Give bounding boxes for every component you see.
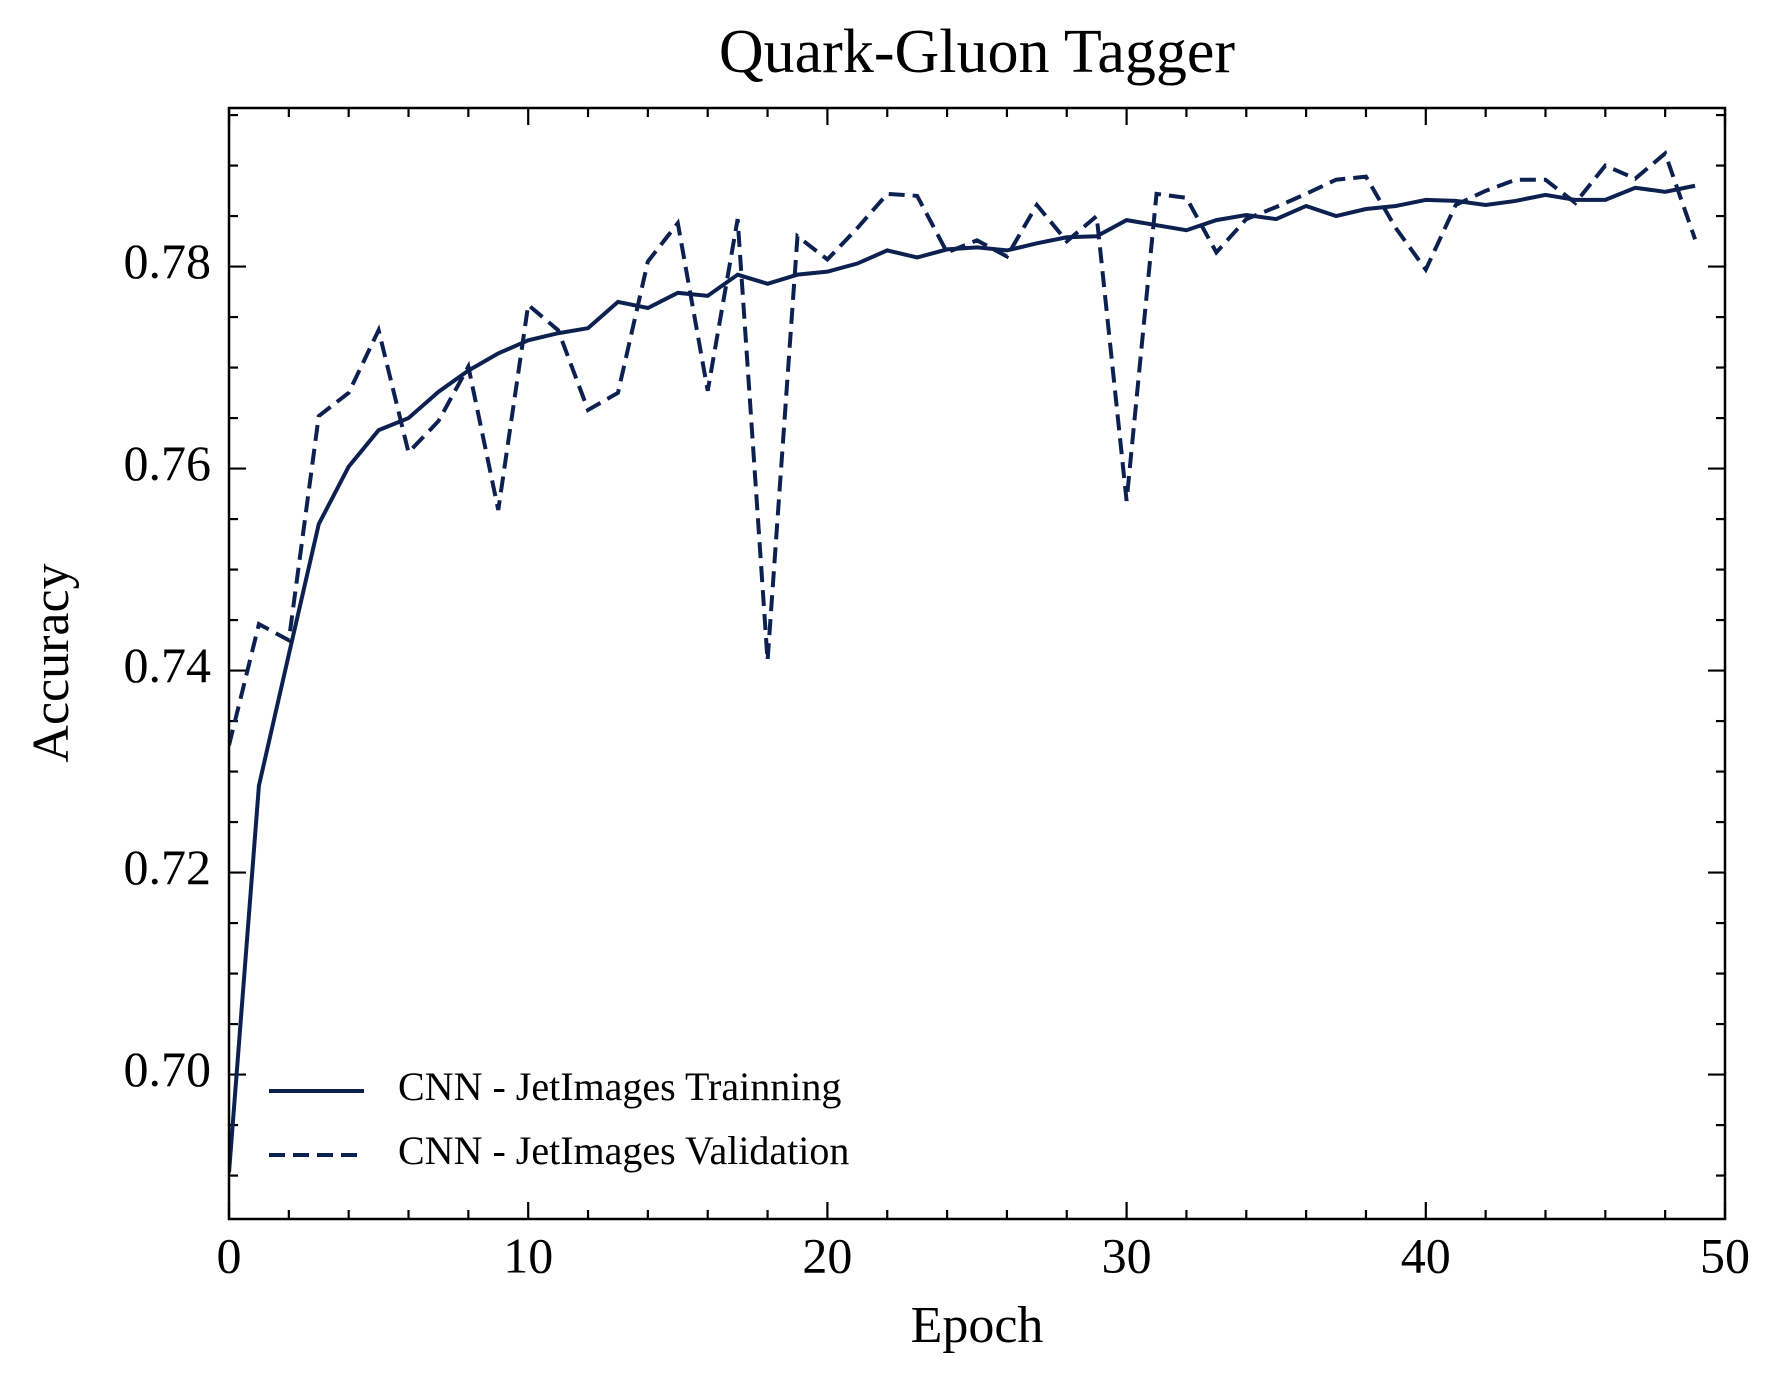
y-tick-label: 0.72 [124,839,212,895]
x-tick-label: 50 [1700,1227,1750,1283]
plot-frame [227,106,1727,1221]
series-line [229,150,1697,746]
x-tick-label: 30 [1102,1227,1152,1283]
x-tick-label: 0 [217,1227,242,1283]
x-axis-label: Epoch [911,1297,1044,1354]
x-tick-label: 10 [503,1227,553,1283]
legend-label: CNN - JetImages Trainning [398,1064,841,1109]
y-tick-label: 0.76 [124,435,212,491]
x-tick-label: 40 [1401,1227,1451,1283]
y-tick-label: 0.78 [124,233,212,289]
y-tick-label: 0.74 [124,637,212,693]
x-tick-label: 20 [802,1227,852,1283]
y-tick-label: 0.70 [124,1041,212,1097]
legend-label: CNN - JetImages Validation [398,1128,849,1173]
y-axis-label: Accuracy [23,563,80,762]
chart-title: Quark-Gluon Tagger [719,18,1236,86]
